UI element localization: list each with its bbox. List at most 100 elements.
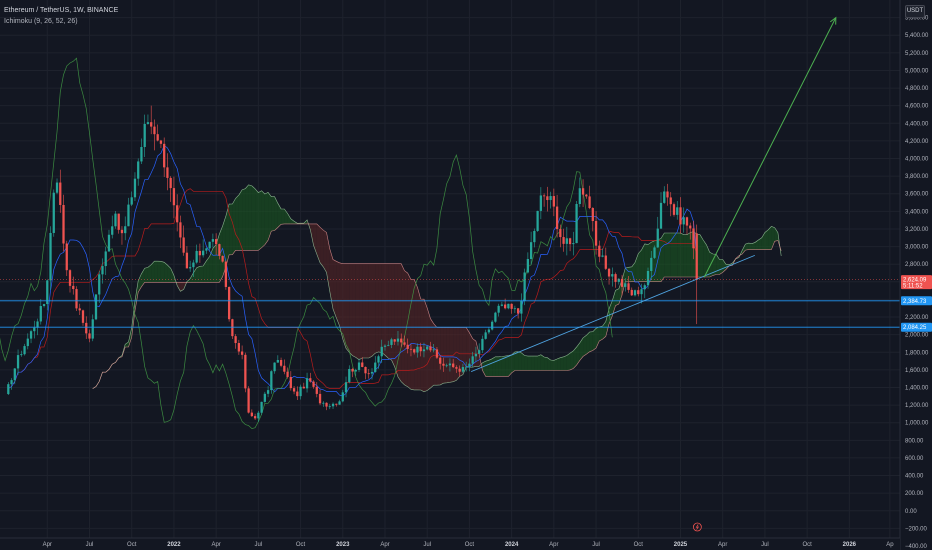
cloud-segment: [147, 264, 152, 283]
candle-body: [192, 262, 195, 268]
candle-body: [299, 386, 302, 397]
price-axis[interactable]: 5,600.00 5,400.00 5,200.00 5,000.00 4,800.00…: [899, 0, 932, 550]
candle-body: [98, 274, 101, 295]
candle-body: [568, 238, 572, 245]
candle-body: [607, 268, 611, 277]
candle-body: [695, 233, 698, 280]
candle-body: [468, 363, 471, 367]
candle-body: [341, 392, 344, 402]
candle-body: [656, 228, 659, 248]
cloud-segment: [277, 203, 282, 228]
candle-body: [36, 321, 39, 328]
cloud-segment: [144, 267, 148, 283]
last-price-label-countdown: 5:11:52: [903, 284, 923, 290]
cloud-segment: [686, 232, 691, 278]
cloud-segment: [397, 263, 402, 382]
lightning-icon: [695, 524, 700, 530]
candle-body: [672, 204, 676, 215]
cloud-segment: [456, 327, 460, 381]
cloud-segment: [589, 331, 593, 352]
cloud-segment: [433, 323, 437, 386]
candle-body: [227, 286, 231, 320]
cloud-segment: [372, 263, 376, 357]
candle-body: [331, 403, 335, 407]
candle-body: [465, 366, 468, 368]
cloud-segment: [482, 361, 486, 377]
candle-body: [42, 304, 46, 307]
candle-body: [354, 369, 357, 372]
cloud-segment: [755, 240, 759, 250]
candle-body: [221, 255, 224, 262]
cloud-segment: [313, 223, 317, 255]
candle-body: [289, 376, 292, 389]
candle-body: [516, 308, 520, 314]
drawings[interactable]: [0, 16, 900, 373]
ascending-trendline: [470, 254, 755, 373]
price-axis-tick: 0.00: [905, 509, 917, 515]
candle-body: [598, 245, 601, 257]
time-axis[interactable]: Apr Jul Oct 2022 Apr Jul Oct 2023 Apr Jul Oct 2024 A…: [0, 522, 900, 550]
candle-body: [309, 378, 312, 382]
cloud-segment: [255, 188, 259, 251]
cloud-segment: [323, 230, 327, 273]
currency-button[interactable]: USDT: [905, 5, 925, 18]
kijun-sen: [8, 188, 698, 389]
cloud-segment: [751, 242, 756, 250]
candle-body: [585, 194, 588, 197]
candles: [7, 105, 698, 422]
cloud-segment: [719, 259, 723, 275]
candle-body: [266, 390, 270, 394]
cloud-segment: [238, 189, 243, 251]
candle-body: [458, 368, 461, 372]
cloud-segment: [518, 351, 522, 371]
candle-body: [559, 229, 562, 238]
candle-body: [55, 182, 59, 193]
candle-body: [120, 229, 124, 234]
candle-body: [169, 177, 172, 189]
candle-body: [426, 346, 429, 350]
candle-body: [163, 143, 166, 168]
cloud-segment: [235, 194, 239, 251]
projection-arrow: [703, 17, 837, 278]
time-axis-bg: [0, 538, 900, 550]
cloud-segment: [501, 356, 506, 377]
candle-body: [7, 384, 10, 395]
level-price-label: 2,084.25: [903, 325, 927, 331]
cloud-segment: [449, 327, 454, 383]
candle-body: [253, 416, 257, 419]
price-axis-tick: 1,000.00: [905, 421, 929, 427]
cloud-segment: [709, 252, 713, 278]
cloud-segment: [333, 259, 337, 318]
candle-body: [85, 322, 88, 334]
cloud-segment: [329, 248, 334, 309]
candle-body: [33, 327, 36, 332]
cloud-segment: [229, 203, 233, 255]
candle-body: [400, 338, 403, 343]
cloud-segment: [657, 238, 662, 282]
cloud-segment: [534, 356, 538, 371]
ichimoku-cloud: [92, 184, 782, 392]
candle-body: [533, 230, 536, 243]
candle-body: [91, 319, 94, 339]
cloud-segment: [375, 263, 379, 354]
cloud-segment: [527, 356, 532, 371]
candle-body: [250, 412, 253, 417]
ichimoku-indicator-label[interactable]: Ichimoku (9, 26, 52, 26): [4, 18, 78, 25]
candle-body: [487, 329, 491, 333]
candle-body: [68, 270, 72, 286]
candle-body: [529, 242, 533, 259]
candle-body: [393, 339, 396, 342]
candle-body: [416, 346, 419, 353]
symbol-title[interactable]: Ethereum / TetherUS, 1W, BINANCE: [4, 7, 119, 14]
candle-body: [305, 378, 309, 389]
candle-body: [351, 368, 354, 372]
cloud-segment: [378, 263, 382, 353]
candle-body: [497, 305, 500, 313]
candle-body: [484, 332, 487, 339]
price-axis-tick: 2,000.00: [905, 333, 929, 339]
candle-body: [234, 336, 237, 344]
time-axis-tick: 2024: [505, 542, 519, 548]
time-axis-tick: Oct: [465, 542, 475, 548]
